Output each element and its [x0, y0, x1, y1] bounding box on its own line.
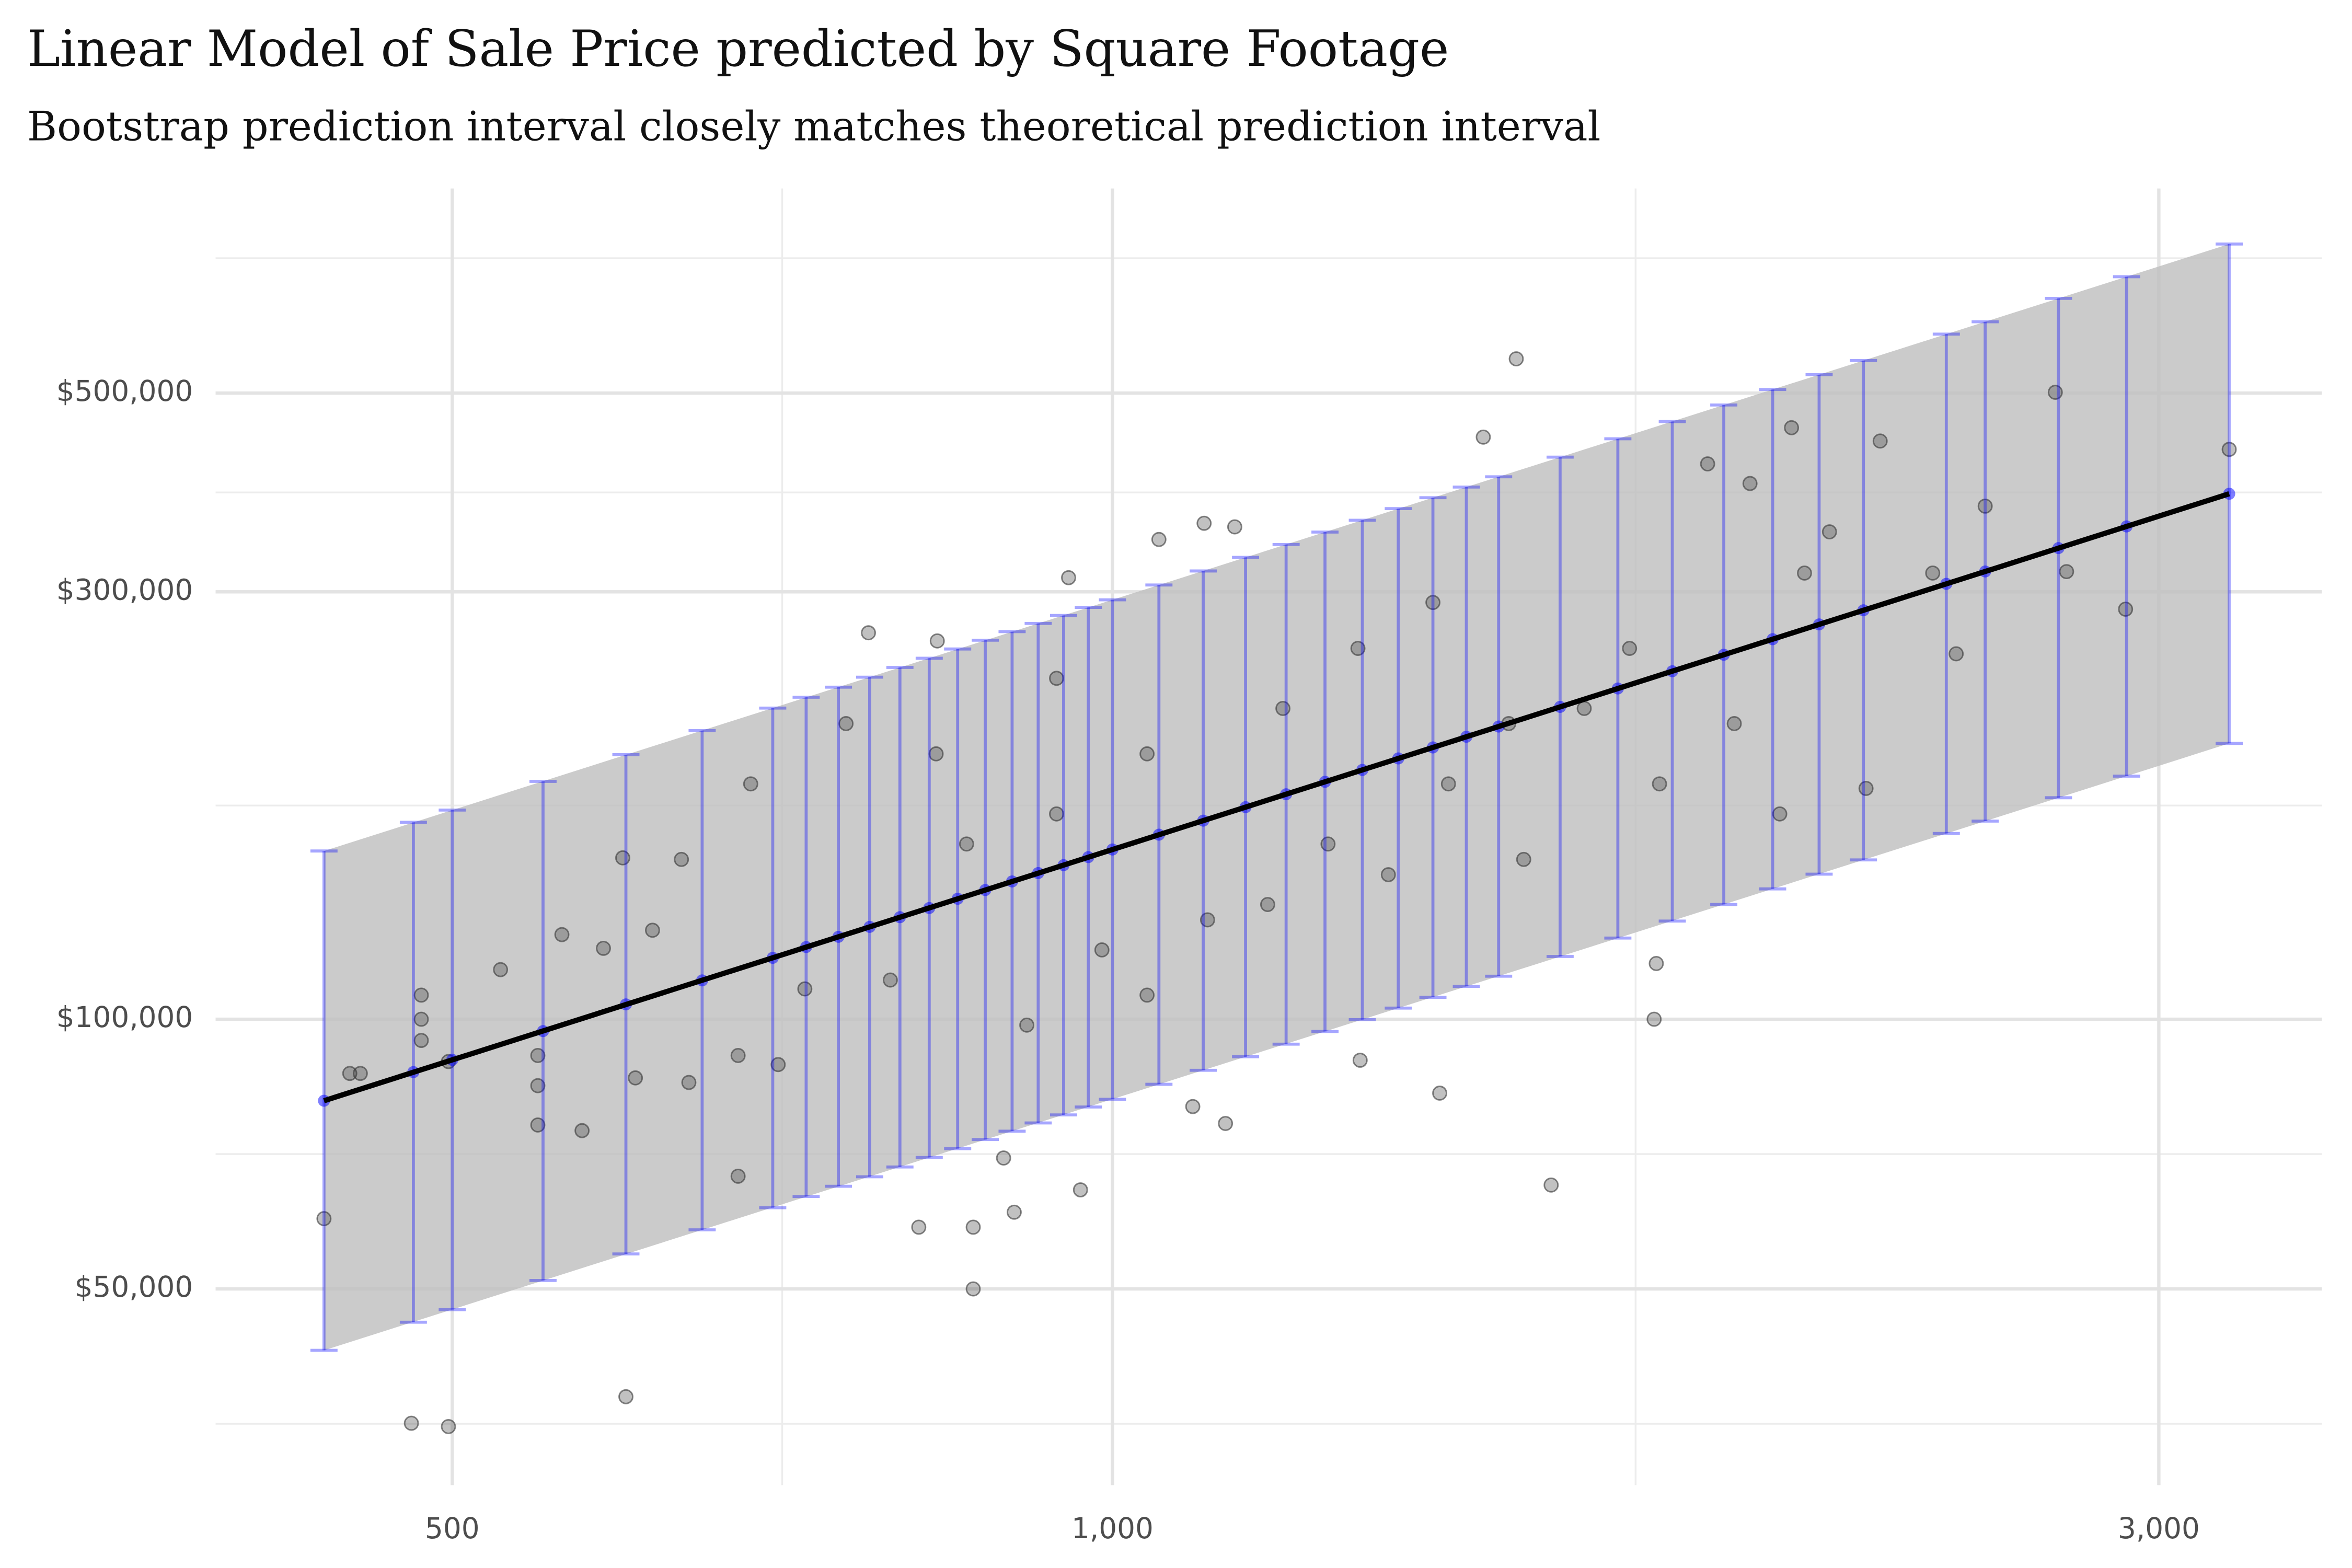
data-point — [1350, 641, 1366, 656]
data-point — [1049, 671, 1064, 686]
data-point — [413, 1011, 429, 1027]
data-point — [403, 1415, 419, 1431]
data-point — [413, 1033, 429, 1048]
data-point — [574, 1123, 590, 1138]
data-point — [1784, 420, 1800, 435]
data-point — [1652, 776, 1667, 792]
x-tick-label: 3,000 — [2118, 1512, 2200, 1545]
data-point — [493, 962, 509, 977]
data-point — [1797, 566, 1812, 581]
data-point — [2059, 564, 2074, 580]
data-point — [1925, 566, 1941, 581]
fit-line — [323, 491, 2230, 1103]
data-point — [1508, 351, 1524, 366]
data-point — [1576, 701, 1592, 716]
data-point — [1200, 912, 1215, 928]
data-point — [2118, 602, 2134, 617]
data-point — [883, 972, 898, 988]
data-point — [615, 850, 630, 866]
data-point — [1227, 519, 1242, 535]
data-point — [1700, 456, 1715, 471]
data-point — [1742, 476, 1758, 491]
data-point — [1151, 532, 1167, 547]
data-point — [1218, 1116, 1233, 1131]
data-point — [681, 1075, 697, 1090]
data-point — [316, 1211, 332, 1226]
data-point — [2047, 385, 2063, 400]
data-point — [770, 1057, 786, 1073]
data-point — [1475, 429, 1491, 445]
data-point — [743, 776, 758, 792]
data-point — [1094, 942, 1110, 958]
data-point — [929, 633, 945, 649]
data-point — [441, 1419, 456, 1434]
data-point — [352, 1066, 368, 1081]
data-point — [730, 1168, 746, 1184]
data-point — [1543, 1177, 1559, 1193]
data-point — [861, 625, 876, 641]
data-point — [2221, 442, 2237, 457]
data-point — [1622, 641, 1638, 656]
data-point — [1320, 836, 1336, 852]
data-point — [1646, 1011, 1662, 1027]
data-point — [645, 923, 660, 938]
data-point — [1872, 433, 1888, 449]
data-point — [911, 1219, 927, 1235]
data-point — [965, 1219, 981, 1235]
data-point — [1440, 776, 1456, 792]
data-point — [1196, 515, 1212, 531]
data-point — [1139, 746, 1155, 762]
x-tick-label: 1,000 — [1071, 1512, 1154, 1545]
data-point — [1977, 498, 1993, 514]
x-tick-label: 500 — [425, 1512, 480, 1545]
y-tick-label: $500,000 — [56, 374, 193, 408]
chart-subtitle: Bootstrap prediction interval closely ma… — [27, 103, 1601, 151]
data-point — [1260, 897, 1275, 912]
data-point — [959, 836, 974, 852]
data-point — [530, 1078, 546, 1093]
y-tick-label: $100,000 — [56, 1000, 193, 1034]
data-point — [1516, 851, 1531, 867]
data-point — [1275, 701, 1290, 716]
data-point — [797, 981, 813, 997]
data-point — [996, 1150, 1011, 1166]
data-point — [596, 940, 611, 956]
data-point — [674, 851, 689, 867]
data-point — [1425, 595, 1440, 610]
data-point — [730, 1048, 746, 1063]
data-point — [530, 1117, 546, 1133]
data-point — [1821, 524, 1837, 539]
data-point — [1049, 806, 1064, 822]
y-tick-label: $50,000 — [75, 1270, 193, 1304]
data-point — [965, 1281, 981, 1297]
data-point — [530, 1048, 546, 1063]
data-point — [1726, 716, 1742, 731]
data-point — [1185, 1099, 1201, 1114]
data-point — [342, 1066, 358, 1081]
chart-title: Linear Model of Sale Price predicted by … — [27, 20, 1449, 78]
data-point — [628, 1070, 643, 1086]
data-point — [1352, 1053, 1368, 1068]
data-point — [413, 987, 429, 1003]
data-point — [1858, 781, 1874, 796]
data-point — [1061, 570, 1076, 585]
data-point — [928, 746, 944, 762]
data-point — [1380, 867, 1396, 882]
data-point — [1949, 646, 1964, 662]
data-point — [1007, 1204, 1022, 1220]
y-tick-label: $300,000 — [56, 573, 193, 606]
data-point — [1019, 1017, 1034, 1033]
data-point — [1139, 987, 1155, 1003]
data-point — [1073, 1182, 1088, 1197]
data-point — [1772, 806, 1788, 822]
data-point — [1648, 956, 1664, 971]
data-point — [618, 1389, 633, 1404]
data-point — [554, 927, 570, 942]
data-point — [1432, 1086, 1447, 1101]
data-point — [838, 716, 854, 731]
